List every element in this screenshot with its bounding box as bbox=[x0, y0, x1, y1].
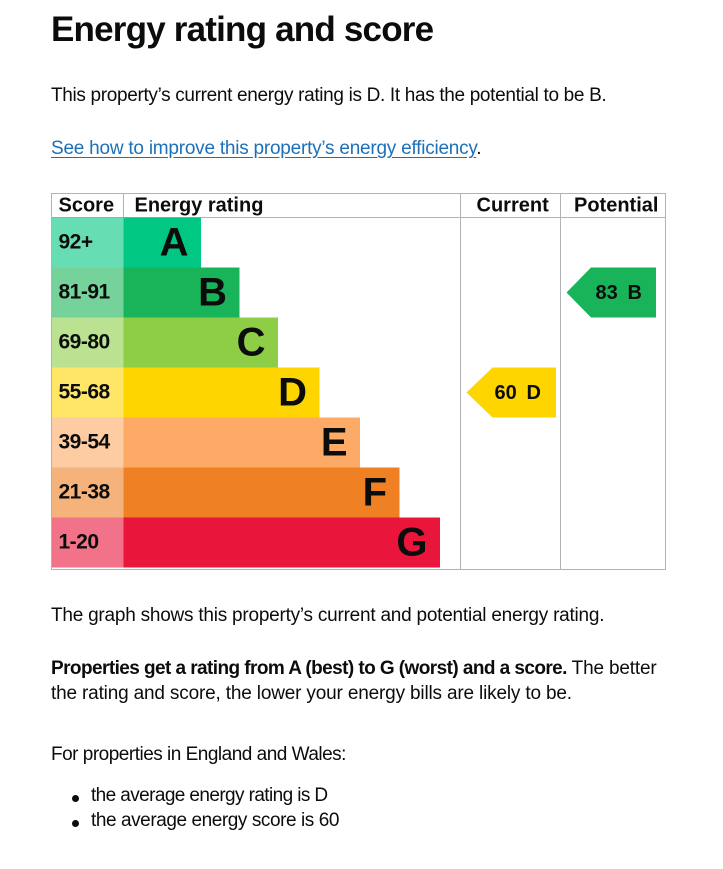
svg-text:Current: Current bbox=[477, 194, 550, 216]
svg-text:B: B bbox=[628, 281, 642, 303]
svg-text:C: C bbox=[237, 320, 266, 364]
svg-text:D: D bbox=[527, 381, 541, 403]
svg-text:55-68: 55-68 bbox=[59, 380, 111, 403]
svg-text:83: 83 bbox=[596, 281, 618, 303]
svg-text:Score: Score bbox=[59, 194, 115, 216]
svg-text:Potential: Potential bbox=[574, 194, 658, 216]
svg-text:60: 60 bbox=[495, 381, 517, 403]
svg-text:Energy rating: Energy rating bbox=[135, 194, 264, 216]
svg-text:F: F bbox=[363, 470, 387, 514]
svg-text:39-54: 39-54 bbox=[59, 430, 111, 453]
svg-text:92+: 92+ bbox=[59, 230, 93, 253]
svg-text:E: E bbox=[321, 420, 348, 464]
svg-text:21-38: 21-38 bbox=[59, 480, 111, 503]
svg-text:1-20: 1-20 bbox=[59, 530, 99, 553]
svg-text:G: G bbox=[396, 520, 427, 564]
svg-text:B: B bbox=[198, 270, 227, 314]
svg-text:81-91: 81-91 bbox=[59, 280, 111, 303]
svg-text:A: A bbox=[160, 220, 189, 264]
svg-text:D: D bbox=[278, 370, 307, 414]
svg-text:69-80: 69-80 bbox=[59, 330, 110, 353]
